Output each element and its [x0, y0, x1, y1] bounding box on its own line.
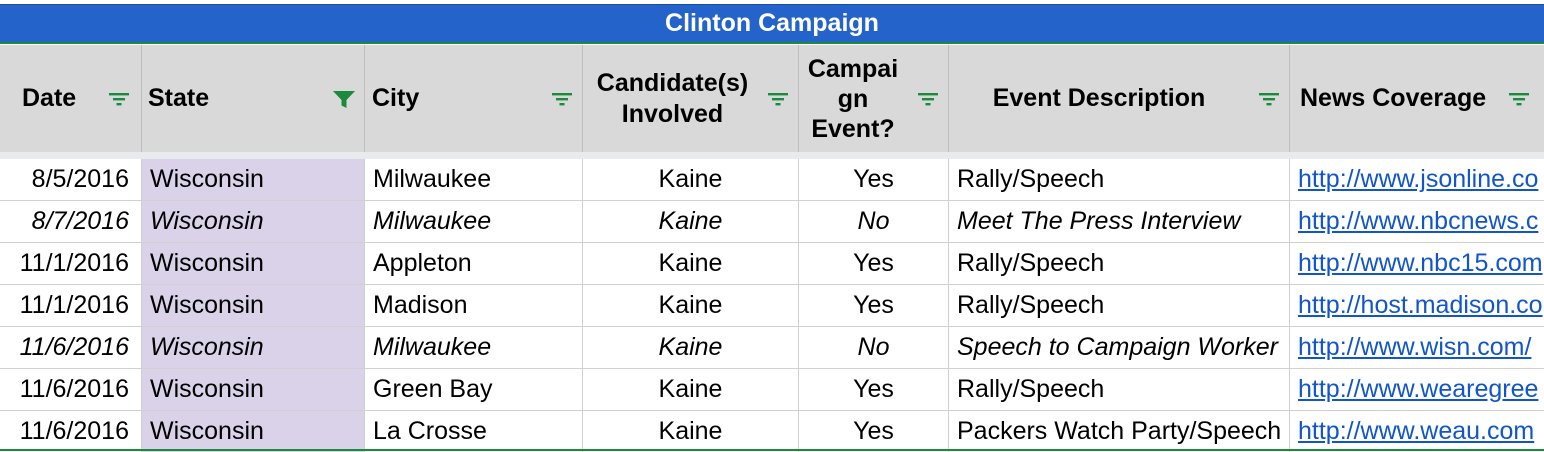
filter-icon[interactable]: [549, 89, 575, 109]
header-state-label: State: [148, 84, 210, 112]
header-candidates-line-1: Candidate(s): [596, 68, 749, 97]
header-date-label: Date: [22, 84, 77, 112]
state-cell[interactable]: Wisconsin: [142, 411, 365, 452]
news-link[interactable]: http://www.wisn.com/: [1298, 333, 1532, 361]
city-cell[interactable]: Madison: [365, 285, 583, 326]
header-news-coverage-label: News Coverage: [1300, 84, 1487, 112]
header-campaign-event-line-3: Event?: [811, 114, 895, 143]
candidate-cell[interactable]: Kaine: [583, 243, 799, 284]
header-date[interactable]: Date: [0, 45, 142, 152]
campaign-event-cell[interactable]: Yes: [799, 411, 949, 452]
header-row: Date State City Candida: [0, 45, 1544, 152]
filter-icon[interactable]: [915, 89, 941, 109]
event-description-cell[interactable]: Speech to Campaign Worker: [949, 327, 1290, 368]
city-cell[interactable]: Milwaukee: [365, 327, 583, 368]
date-cell[interactable]: 8/5/2016: [0, 159, 142, 200]
date-cell[interactable]: 11/1/2016: [0, 243, 142, 284]
header-city[interactable]: City: [365, 45, 583, 152]
header-city-label: City: [372, 84, 420, 112]
date-cell[interactable]: 11/6/2016: [0, 369, 142, 410]
city-cell[interactable]: Milwaukee: [365, 159, 583, 200]
news-coverage-cell[interactable]: http://www.weau.com: [1290, 411, 1544, 452]
date-cell[interactable]: 11/6/2016: [0, 327, 142, 368]
event-description-cell[interactable]: Packers Watch Party/Speech: [949, 411, 1290, 452]
filter-icon[interactable]: [106, 89, 132, 109]
news-link[interactable]: http://www.weau.com: [1298, 417, 1535, 445]
news-coverage-cell[interactable]: http://www.wearegree: [1290, 369, 1544, 410]
filter-icon[interactable]: [1506, 89, 1532, 109]
date-cell[interactable]: 8/7/2016: [0, 201, 142, 242]
event-description-cell[interactable]: Rally/Speech: [949, 159, 1290, 200]
funnel-icon[interactable]: [331, 89, 357, 109]
campaign-event-cell[interactable]: Yes: [799, 159, 949, 200]
news-coverage-cell[interactable]: http://www.jsonline.co: [1290, 159, 1544, 200]
campaign-event-cell[interactable]: No: [799, 327, 949, 368]
header-event-description[interactable]: Event Description: [949, 45, 1290, 152]
state-cell[interactable]: Wisconsin: [142, 159, 365, 200]
header-candidates-line-2: Involved: [621, 99, 724, 128]
header-news-coverage[interactable]: News Coverage: [1290, 45, 1544, 152]
table-row: 11/6/2016 Wisconsin La Crosse Kaine Yes Packe…: [0, 411, 1544, 452]
bottom-border: [0, 449, 1544, 451]
filter-icon[interactable]: [765, 89, 791, 109]
header-campaign-event-line-1: Campai: [807, 54, 899, 83]
header-campaign-event-line-2: gn: [837, 84, 869, 113]
news-coverage-cell[interactable]: http://www.nbc15.com: [1290, 243, 1544, 284]
table-row: 11/1/2016 Wisconsin Appleton Kaine Yes Rally/…: [0, 243, 1544, 285]
news-link[interactable]: http://www.nbc15.com: [1298, 249, 1543, 277]
top-strip: [0, 0, 1544, 4]
header-candidates[interactable]: Candidate(s) Involved: [583, 45, 799, 152]
header-campaign-event-label: Campai gn Event?: [799, 54, 907, 144]
sheet-title[interactable]: Clinton Campaign: [0, 4, 1544, 44]
event-description-cell[interactable]: Rally/Speech: [949, 285, 1290, 326]
header-candidates-label: Candidate(s) Involved: [583, 68, 762, 130]
header-campaign-event[interactable]: Campai gn Event?: [799, 45, 949, 152]
header-state[interactable]: State: [142, 45, 365, 152]
state-cell[interactable]: Wisconsin: [142, 369, 365, 410]
news-link[interactable]: http://www.jsonline.co: [1298, 165, 1539, 193]
event-description-cell[interactable]: Rally/Speech: [949, 369, 1290, 410]
frozen-divider: [0, 152, 1544, 159]
filter-icon[interactable]: [1256, 89, 1282, 109]
event-description-cell[interactable]: Rally/Speech: [949, 243, 1290, 284]
state-cell[interactable]: Wisconsin: [142, 201, 365, 242]
news-link[interactable]: http://host.madison.co: [1298, 291, 1543, 319]
state-cell[interactable]: Wisconsin: [142, 243, 365, 284]
city-cell[interactable]: La Crosse: [365, 411, 583, 452]
candidate-cell[interactable]: Kaine: [583, 285, 799, 326]
table-row: 11/1/2016 Wisconsin Madison Kaine Yes Rally/S…: [0, 285, 1544, 327]
news-coverage-cell[interactable]: http://www.wisn.com/: [1290, 327, 1544, 368]
candidate-cell[interactable]: Kaine: [583, 411, 799, 452]
table-row: 11/6/2016 Wisconsin Milwaukee Kaine No Speech…: [0, 327, 1544, 369]
state-cell[interactable]: Wisconsin: [142, 327, 365, 368]
table-row: 8/7/2016 Wisconsin Milwaukee Kaine No Meet Th…: [0, 201, 1544, 243]
table-row: 11/6/2016 Wisconsin Green Bay Kaine Yes Rally…: [0, 369, 1544, 411]
event-description-cell[interactable]: Meet The Press Interview: [949, 201, 1290, 242]
table-row: 8/5/2016 Wisconsin Milwaukee Kaine Yes Rally/…: [0, 159, 1544, 201]
campaign-event-cell[interactable]: Yes: [799, 369, 949, 410]
city-cell[interactable]: Milwaukee: [365, 201, 583, 242]
candidate-cell[interactable]: Kaine: [583, 159, 799, 200]
header-event-description-label: Event Description: [992, 84, 1206, 112]
date-cell[interactable]: 11/1/2016: [0, 285, 142, 326]
candidate-cell[interactable]: Kaine: [583, 201, 799, 242]
news-coverage-cell[interactable]: http://host.madison.co: [1290, 285, 1544, 326]
city-cell[interactable]: Green Bay: [365, 369, 583, 410]
state-cell[interactable]: Wisconsin: [142, 285, 365, 326]
news-coverage-cell[interactable]: http://www.nbcnews.c: [1290, 201, 1544, 242]
candidate-cell[interactable]: Kaine: [583, 327, 799, 368]
date-cell[interactable]: 11/6/2016: [0, 411, 142, 452]
candidate-cell[interactable]: Kaine: [583, 369, 799, 410]
campaign-event-cell[interactable]: Yes: [799, 243, 949, 284]
city-cell[interactable]: Appleton: [365, 243, 583, 284]
news-link[interactable]: http://www.nbcnews.c: [1298, 207, 1539, 235]
campaign-event-cell[interactable]: No: [799, 201, 949, 242]
news-link[interactable]: http://www.wearegree: [1298, 375, 1539, 403]
campaign-event-cell[interactable]: Yes: [799, 285, 949, 326]
